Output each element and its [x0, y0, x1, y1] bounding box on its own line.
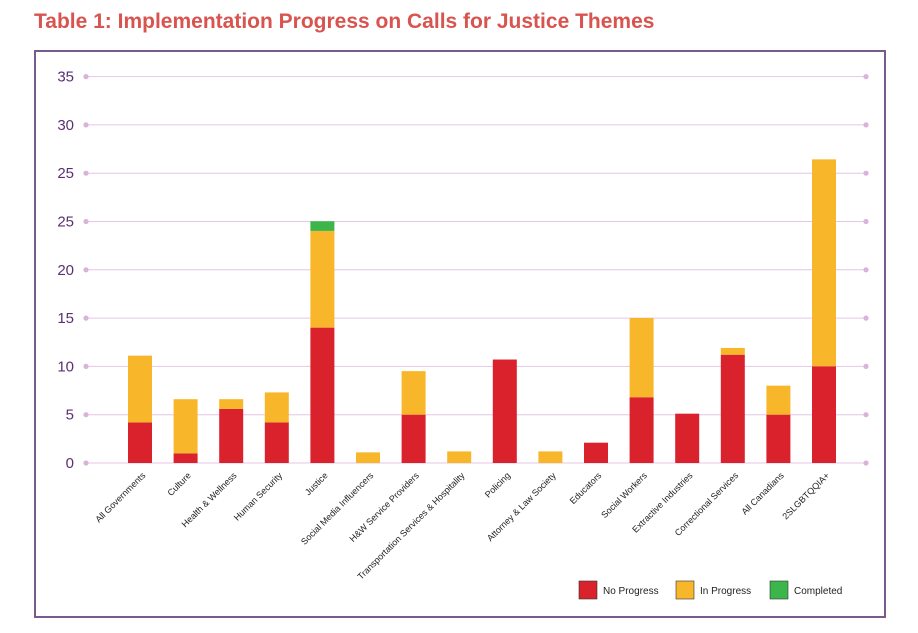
bar-no-progress [492, 359, 517, 463]
legend-swatch [675, 580, 695, 600]
legend-swatch [769, 580, 789, 600]
bar-in-progress [173, 399, 198, 454]
y-tick-label: 25 [57, 214, 74, 231]
y-tick-label: 30 [57, 117, 74, 134]
gridline-end-dot [83, 267, 89, 273]
bar-in-progress [447, 451, 472, 463]
bar-no-progress [401, 414, 426, 463]
x-tick-label: 2SLGBTQQIA+ [780, 470, 831, 521]
bar-no-progress [173, 453, 198, 463]
gridline-end-dot [83, 74, 89, 80]
chart-title: Table 1: Implementation Progress on Call… [34, 10, 655, 33]
y-tick-label: 25 [57, 165, 74, 182]
gridline-end-dot [863, 460, 869, 466]
gridline-end-dot [83, 460, 89, 466]
bar-completed [310, 221, 335, 231]
y-tick-label: 15 [57, 310, 74, 327]
x-tick-label: Culture [165, 470, 193, 498]
x-tick-label: Educators [568, 470, 604, 506]
bar-in-progress [219, 399, 244, 409]
gridline-end-dot [83, 412, 89, 418]
gridline-end-dot [863, 74, 869, 80]
gridline-end-dot [863, 363, 869, 369]
y-tick-label: 5 [66, 407, 74, 424]
bar-in-progress [720, 347, 745, 355]
x-tick-label: Justice [303, 470, 330, 497]
gridline-end-dot [863, 315, 869, 321]
bar-in-progress [310, 230, 335, 328]
bar-no-progress [128, 422, 152, 463]
x-tick-label: All Canadians [739, 470, 786, 517]
gridline-end-dot [83, 315, 89, 321]
bar-no-progress [629, 397, 654, 463]
bar-no-progress [264, 422, 289, 463]
bar-in-progress [629, 317, 654, 398]
bar-in-progress [264, 392, 289, 423]
gridline-end-dot [83, 218, 89, 225]
bar-in-progress [401, 371, 426, 415]
legend-label: Completed [794, 586, 842, 597]
bar-no-progress [720, 354, 745, 463]
gridline-end-dot [863, 267, 869, 273]
y-tick-label: 35 [57, 69, 74, 86]
y-tick-label: 10 [57, 358, 74, 375]
gridline-end-dot [863, 412, 869, 418]
gridline-end-dot [863, 122, 869, 128]
bar-no-progress [675, 413, 700, 463]
legend-label: No Progress [603, 586, 659, 597]
x-tick-label: Policing [483, 470, 512, 499]
x-tick-label: Social Workers [599, 470, 649, 520]
bar-in-progress [538, 451, 563, 463]
gridline-end-dot [83, 170, 89, 176]
gridline-end-dot [83, 363, 89, 369]
bar-no-progress [310, 327, 335, 463]
gridline-end-dot [83, 122, 89, 128]
bar-no-progress [219, 408, 244, 463]
y-tick-label: 0 [66, 455, 74, 472]
bar-no-progress [812, 366, 836, 463]
bar-in-progress [128, 355, 152, 423]
legend-label: In Progress [700, 586, 751, 597]
x-tick-label: Human Security [232, 470, 285, 523]
chart-frame [34, 50, 886, 618]
bar-no-progress [584, 442, 608, 463]
bar-in-progress [812, 159, 836, 367]
bar-no-progress [766, 414, 791, 463]
gridline-end-dot [863, 170, 869, 176]
y-tick-label: 20 [57, 262, 74, 279]
bar-in-progress [766, 385, 791, 415]
gridline-end-dot [863, 218, 869, 225]
legend-swatch [578, 580, 598, 600]
x-tick-label: All Governments [93, 470, 147, 524]
bar-in-progress [356, 452, 380, 463]
